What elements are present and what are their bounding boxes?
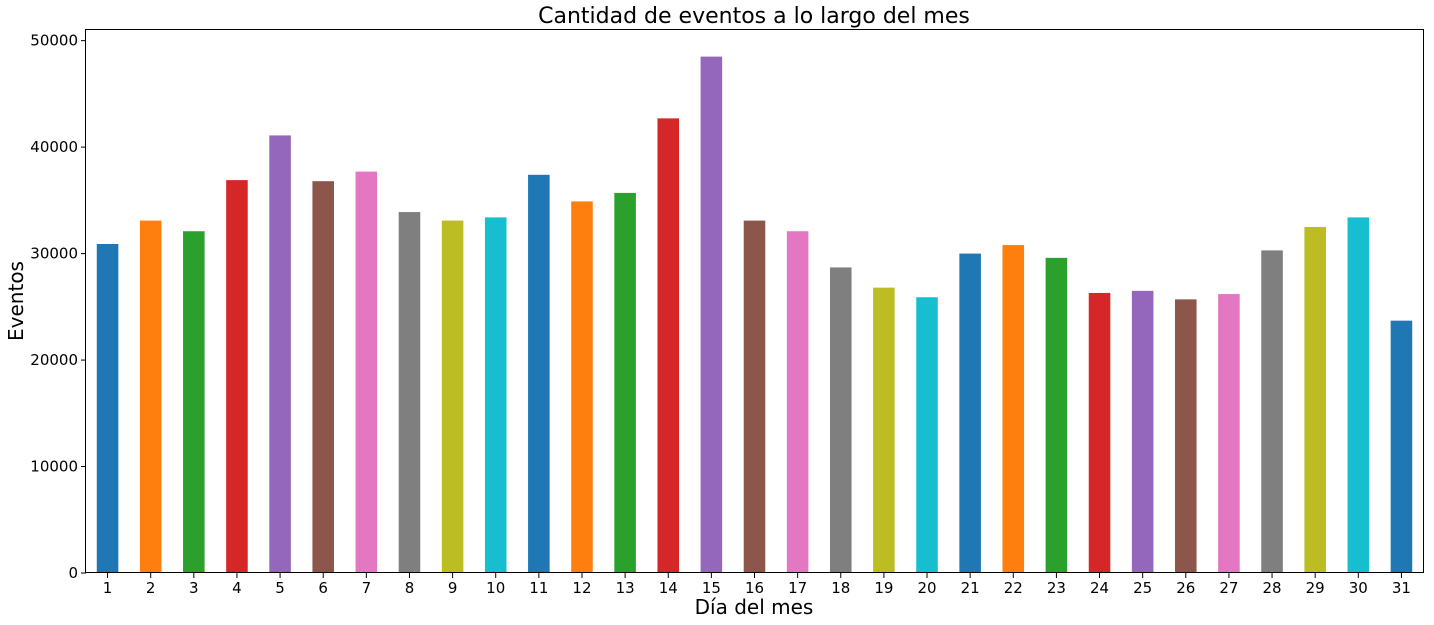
bar-day-30	[1347, 217, 1370, 573]
x-tick-label: 25	[1133, 579, 1152, 597]
x-tick-label: 5	[275, 579, 285, 597]
bar-day-13	[614, 192, 636, 573]
x-tick-label: 9	[448, 579, 458, 597]
x-tick-label: 16	[745, 579, 764, 597]
bar-day-29	[1304, 226, 1326, 573]
x-tick-label: 19	[874, 579, 893, 597]
y-tick-label: 10000	[30, 458, 78, 476]
x-tick-label: 30	[1349, 579, 1368, 597]
bar-day-14	[657, 118, 680, 574]
y-axis-ticks: 0 10000 20000 30000 40000 50000	[30, 32, 86, 582]
bar-day-17	[786, 231, 809, 574]
x-tick-label: 26	[1176, 579, 1195, 597]
y-tick-label: 30000	[30, 245, 78, 263]
bar-day-23	[1045, 257, 1068, 573]
x-tick-label: 14	[659, 579, 678, 597]
x-tick-label: 27	[1219, 579, 1238, 597]
bar-day-25	[1131, 290, 1154, 573]
x-tick-label: 1	[103, 579, 113, 597]
plot-frame	[85, 29, 1424, 573]
bar-day-12	[571, 201, 593, 574]
x-tick-label: 23	[1047, 579, 1066, 597]
x-tick-label: 8	[405, 579, 415, 597]
x-tick-label: 10	[486, 579, 505, 597]
x-tick-label: 22	[1004, 579, 1023, 597]
bar-day-1	[96, 244, 119, 573]
y-tick-label: 50000	[30, 32, 78, 50]
x-tick-label: 4	[232, 579, 242, 597]
x-tick-label: 21	[961, 579, 980, 597]
bar-day-22	[1002, 245, 1025, 573]
y-tick-label: 40000	[30, 138, 78, 156]
bar-day-20	[916, 297, 938, 573]
x-tick-label: 15	[702, 579, 721, 597]
bar-day-26	[1175, 299, 1197, 573]
bar-day-9	[441, 220, 464, 573]
x-tick-label: 29	[1306, 579, 1325, 597]
bar-day-2	[139, 220, 162, 573]
bar-day-16	[743, 220, 766, 573]
bar-day-31	[1390, 320, 1413, 573]
x-tick-label: 28	[1263, 579, 1282, 597]
x-axis-label: Día del mes	[695, 595, 814, 619]
x-tick-label: 2	[146, 579, 156, 597]
y-axis-label: Eventos	[4, 261, 28, 341]
bar-day-27	[1218, 294, 1240, 573]
x-axis-ticks: 1 2 3 4 5 6 7 8 9 10 11 12 13 14 15 16 17 18 19 20 21 22 23 24 2…	[103, 573, 1411, 597]
bars-group	[96, 56, 1413, 574]
x-tick-label: 13	[616, 579, 635, 597]
x-tick-label: 18	[831, 579, 850, 597]
x-tick-label: 17	[788, 579, 807, 597]
x-tick-label: 7	[362, 579, 372, 597]
x-tick-label: 31	[1392, 579, 1411, 597]
x-tick-label: 3	[189, 579, 199, 597]
x-tick-label: 12	[572, 579, 591, 597]
x-tick-label: 6	[318, 579, 328, 597]
bar-day-24	[1088, 292, 1111, 573]
y-tick-label: 20000	[30, 351, 78, 369]
bar-day-11	[528, 174, 550, 574]
bar-day-18	[829, 267, 852, 573]
bar-day-28	[1261, 250, 1283, 573]
bar-day-7	[355, 171, 378, 574]
x-tick-label: 24	[1090, 579, 1109, 597]
x-tick-label: 11	[529, 579, 548, 597]
chart-title: Cantidad de eventos a lo largo del mes	[538, 4, 970, 29]
y-tick-label: 0	[68, 564, 78, 582]
bar-day-21	[959, 253, 981, 573]
bar-day-5	[269, 135, 291, 573]
x-tick-label: 20	[917, 579, 936, 597]
bar-day-19	[873, 287, 895, 573]
bar-day-15	[700, 56, 723, 574]
bar-day-3	[183, 231, 205, 574]
bar-day-8	[398, 212, 421, 573]
bar-day-6	[312, 181, 334, 573]
bar-day-4	[226, 180, 248, 573]
bar-day-10	[484, 217, 507, 573]
